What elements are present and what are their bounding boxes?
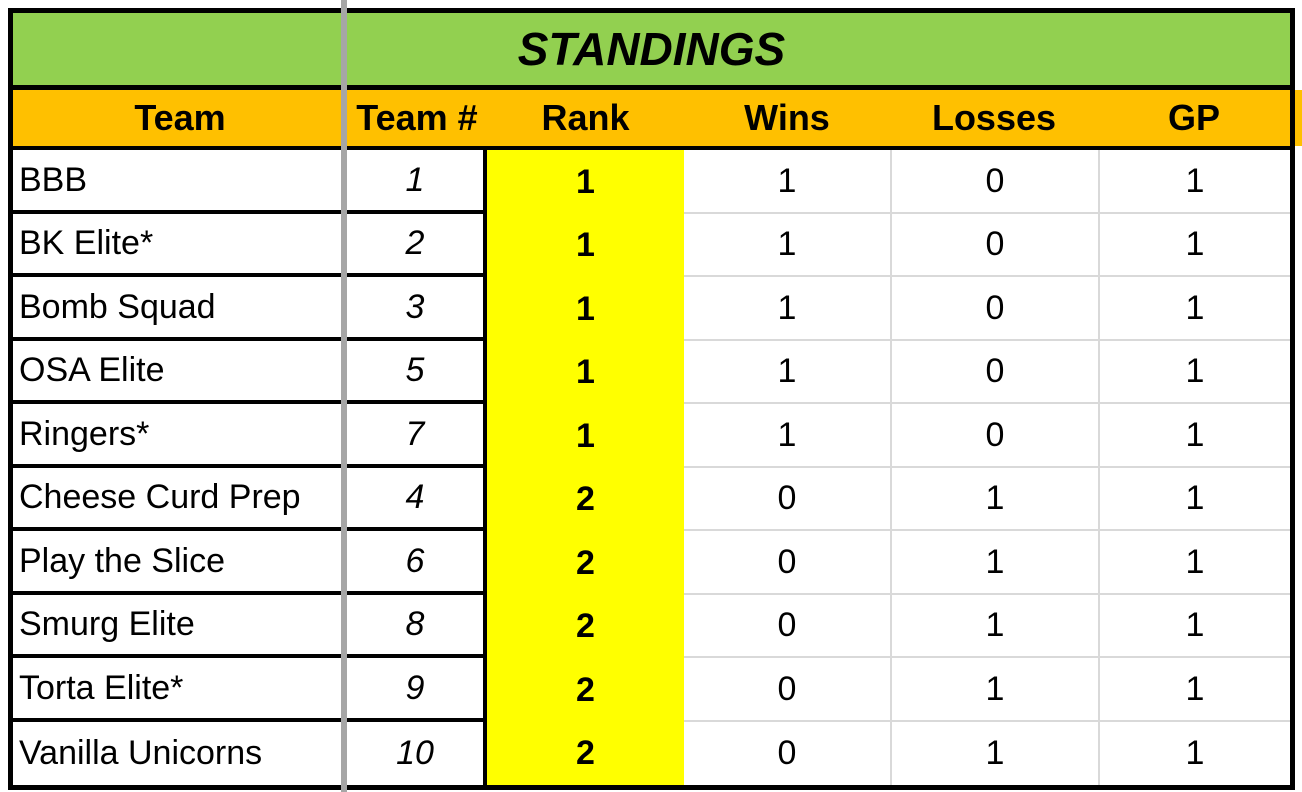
cell-losses[interactable]: 1 [890, 658, 1098, 722]
cell-wins[interactable]: 0 [684, 595, 890, 658]
cell-gp[interactable]: 1 [1098, 404, 1290, 468]
column-header-rank[interactable]: Rank [487, 90, 684, 150]
column-header-team[interactable]: Team [13, 90, 347, 150]
cell-losses[interactable]: 1 [890, 721, 1098, 785]
cell-team-name[interactable]: Bomb Squad [13, 277, 347, 341]
cell-gp[interactable]: 1 [1098, 531, 1290, 595]
cell-team-name[interactable]: Vanilla Unicorns [13, 721, 347, 785]
cell-team-number[interactable]: 8 [347, 594, 487, 658]
cell-gp[interactable]: 1 [1098, 213, 1290, 277]
cell-gp[interactable]: 1 [1098, 150, 1290, 214]
cell-losses[interactable]: 1 [890, 531, 1098, 595]
cell-rank[interactable]: 1 [487, 150, 684, 214]
cell-gp[interactable]: 1 [1098, 721, 1290, 785]
cell-gp[interactable]: 1 [1098, 340, 1290, 404]
cell-losses[interactable]: 1 [890, 467, 1098, 531]
cell-losses[interactable]: 0 [890, 150, 1098, 214]
cell-losses[interactable]: 0 [890, 213, 1098, 277]
cell-losses[interactable]: 0 [890, 404, 1098, 468]
header-fill-overhang [1295, 90, 1302, 146]
cell-team-number[interactable]: 5 [347, 340, 487, 404]
cell-wins[interactable]: 1 [684, 150, 890, 214]
table-title[interactable]: STANDINGS [13, 13, 1290, 90]
cell-team-number[interactable]: 4 [347, 467, 487, 531]
cell-team-name[interactable]: Play the Slice [13, 531, 347, 595]
freeze-pane-divider[interactable] [341, 0, 347, 792]
cell-rank[interactable]: 1 [487, 404, 684, 468]
cell-wins[interactable]: 1 [684, 214, 890, 277]
cell-wins[interactable]: 0 [684, 531, 890, 595]
cell-team-name[interactable]: Torta Elite* [13, 658, 347, 722]
cell-wins[interactable]: 0 [684, 658, 890, 722]
cell-rank[interactable]: 2 [487, 467, 684, 531]
cell-team-number[interactable]: 2 [347, 213, 487, 277]
cell-team-number[interactable]: 6 [347, 531, 487, 595]
cell-team-number[interactable]: 1 [347, 150, 487, 214]
cell-losses[interactable]: 0 [890, 277, 1098, 341]
cell-wins[interactable]: 1 [684, 341, 890, 404]
cell-gp[interactable]: 1 [1098, 277, 1290, 341]
cell-rank[interactable]: 2 [487, 658, 684, 722]
cell-gp[interactable]: 1 [1098, 594, 1290, 658]
cell-team-number[interactable]: 3 [347, 277, 487, 341]
column-header-team-number[interactable]: Team # [347, 90, 487, 150]
cell-rank[interactable]: 1 [487, 340, 684, 404]
cell-rank[interactable]: 2 [487, 531, 684, 595]
cell-gp[interactable]: 1 [1098, 467, 1290, 531]
cell-rank[interactable]: 1 [487, 277, 684, 341]
cell-team-number[interactable]: 10 [347, 721, 487, 785]
cell-team-name[interactable]: BBB [13, 150, 347, 214]
cell-team-name[interactable]: Smurg Elite [13, 594, 347, 658]
cell-losses[interactable]: 1 [890, 594, 1098, 658]
cell-team-name[interactable]: Cheese Curd Prep [13, 467, 347, 531]
cell-wins[interactable]: 1 [684, 277, 890, 341]
cell-wins[interactable]: 0 [777, 734, 797, 773]
cell-team-number[interactable]: 9 [347, 658, 487, 722]
cell-losses[interactable]: 0 [890, 340, 1098, 404]
cell-team-name[interactable]: Ringers* [13, 404, 347, 468]
cell-team-name[interactable]: BK Elite* [13, 213, 347, 277]
standings-table: STANDINGS Team Team # Rank Wins Losses G… [8, 8, 1295, 790]
cell-rank[interactable]: 1 [487, 213, 684, 277]
cell-team-number[interactable]: 7 [347, 404, 487, 468]
cell-gp[interactable]: 1 [1098, 658, 1290, 722]
cell-wins[interactable]: 1 [684, 404, 890, 468]
cell-wins[interactable]: 0 [684, 468, 890, 531]
cell-rank[interactable]: 2 [487, 594, 684, 658]
cell-team-name[interactable]: OSA Elite [13, 340, 347, 404]
cell-rank[interactable]: 2 [487, 721, 684, 785]
column-header-wins[interactable]: Wins [684, 90, 890, 150]
column-header-losses[interactable]: Losses [890, 90, 1098, 150]
column-header-gp[interactable]: GP [1098, 90, 1290, 150]
